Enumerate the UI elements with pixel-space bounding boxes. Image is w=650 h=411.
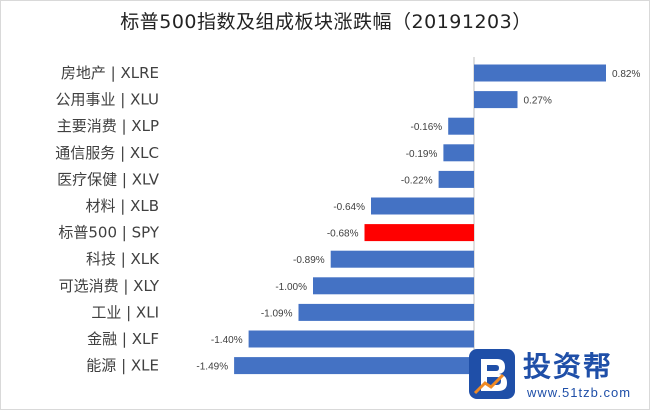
category-label: 能源 | XLE <box>86 357 159 375</box>
bar <box>364 224 474 242</box>
category-label: 房地产 | XLRE <box>61 64 159 82</box>
watermark-brand: 投资帮 <box>523 350 614 383</box>
category-label: 通信服务 | XLC <box>55 144 159 162</box>
bar <box>438 170 474 188</box>
watermark: 投资帮 www.51tzb.com <box>461 341 650 409</box>
data-label: -1.00% <box>275 282 307 293</box>
bar <box>330 250 474 268</box>
data-label: 0.27% <box>524 96 552 107</box>
category-label: 科技 | XLK <box>86 250 160 268</box>
chart-title: 标普500指数及组成板块涨跌幅（20191203） <box>120 11 532 33</box>
data-label: -1.40% <box>211 335 243 346</box>
data-label: -0.19% <box>406 149 438 160</box>
data-label: -0.89% <box>293 255 325 266</box>
bar <box>234 357 474 375</box>
bar <box>474 91 518 109</box>
data-label: -1.09% <box>261 308 293 319</box>
data-label: -0.64% <box>333 202 365 213</box>
bar <box>313 277 474 295</box>
bar <box>248 330 474 348</box>
data-label: -0.16% <box>411 122 443 133</box>
category-label: 材料 | XLB <box>85 197 159 215</box>
bar <box>371 197 474 215</box>
data-label: -0.68% <box>327 229 359 240</box>
logo-b-icon <box>469 349 515 399</box>
category-label: 主要消费 | XLP <box>57 117 159 135</box>
category-label: 金融 | XLF <box>87 330 159 348</box>
category-label: 标普500 | SPY <box>58 224 159 242</box>
bar <box>448 117 474 135</box>
category-label: 医疗保健 | XLV <box>57 170 160 188</box>
watermark-url: www.51tzb.com <box>527 385 632 400</box>
category-label: 公用事业 | XLU <box>56 91 159 109</box>
category-label: 可选消费 | XLY <box>59 277 160 295</box>
bar <box>443 144 474 162</box>
data-label: 0.82% <box>612 69 640 80</box>
bar <box>298 303 474 321</box>
category-label: 工业 | XLI <box>91 303 159 321</box>
data-label: -0.22% <box>401 175 433 186</box>
data-label: -1.49% <box>196 362 228 373</box>
bar <box>474 64 606 82</box>
